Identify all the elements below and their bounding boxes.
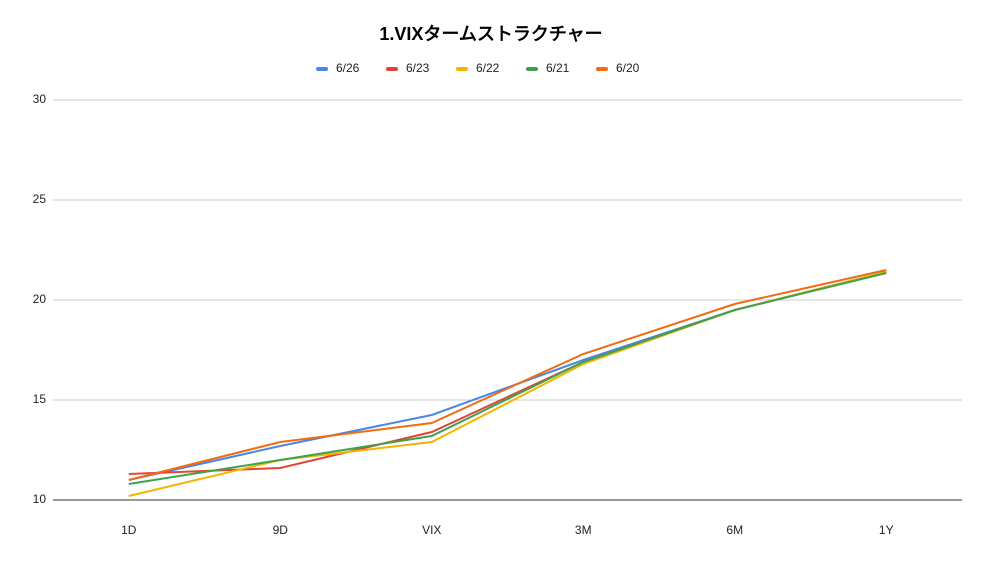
x-tick-label: 1Y [879,523,894,537]
x-tick-label: VIX [422,523,441,537]
legend-swatch [596,67,608,71]
legend-label: 6/22 [476,61,500,75]
series-line [128,271,887,481]
legend-swatch [386,67,398,71]
y-tick-label: 25 [33,192,47,206]
series-line [128,271,887,475]
y-tick-label: 30 [33,92,47,106]
legend-label: 6/23 [406,61,430,75]
x-tick-label: 9D [273,523,289,537]
y-tick-label: 20 [33,292,47,306]
legend-label: 6/20 [616,61,640,75]
legend-label: 6/26 [336,61,360,75]
x-tick-label: 6M [726,523,743,537]
legend-swatch [526,67,538,71]
series-line [128,271,887,497]
series-line [128,269,887,481]
y-tick-label: 15 [33,392,47,406]
legend: 6/26 6/23 6/22 6/21 6/20 [316,61,640,75]
y-tick-label: 10 [33,492,47,506]
x-tick-label: 3M [575,523,592,537]
x-tick-label: 1D [121,523,137,537]
legend-swatch [456,67,468,71]
legend-swatch [316,67,328,71]
series-line [128,272,887,485]
chart-title: 1.VIXタームストラクチャー [379,24,602,44]
legend-label: 6/21 [546,61,570,75]
